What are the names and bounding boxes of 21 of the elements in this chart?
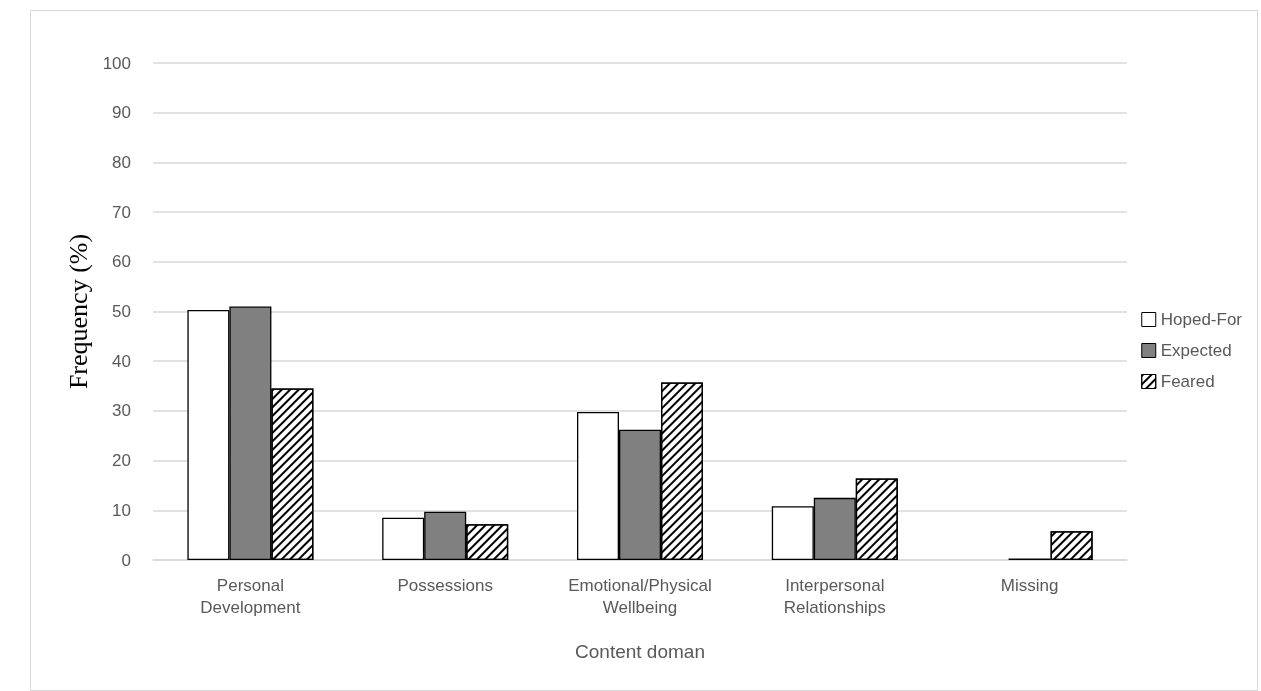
y-tick-label: 70 [112,202,131,222]
x-tick-label: Personal Development [200,575,301,617]
y-tick-label: 90 [112,103,131,123]
y-tick-label: 40 [112,351,131,371]
x-tick-label: Missing [1000,575,1059,595]
legend-label: Feared [1160,372,1215,391]
y-tick-label: 80 [112,152,131,172]
legend-label: Expected [1160,341,1232,360]
x-tick-label: Interpersonal Relationships [783,575,886,617]
x-axis-title: Content doman [575,641,705,662]
y-tick-label: 60 [112,252,131,272]
x-tick-label: Possessions [397,575,493,595]
y-tick-label: 100 [102,53,131,73]
y-tick-label: 30 [112,401,131,421]
legend-label: Hoped-For [1160,310,1243,329]
y-axis-title: Frequency (%) [64,233,94,390]
y-tick-label: 0 [121,550,131,570]
y-tick-label: 50 [112,302,131,321]
x-tick-label: Emotional/Physical Wellbeing [568,575,712,617]
y-tick-label: 10 [112,500,131,520]
y-tick-label: 20 [112,451,131,471]
